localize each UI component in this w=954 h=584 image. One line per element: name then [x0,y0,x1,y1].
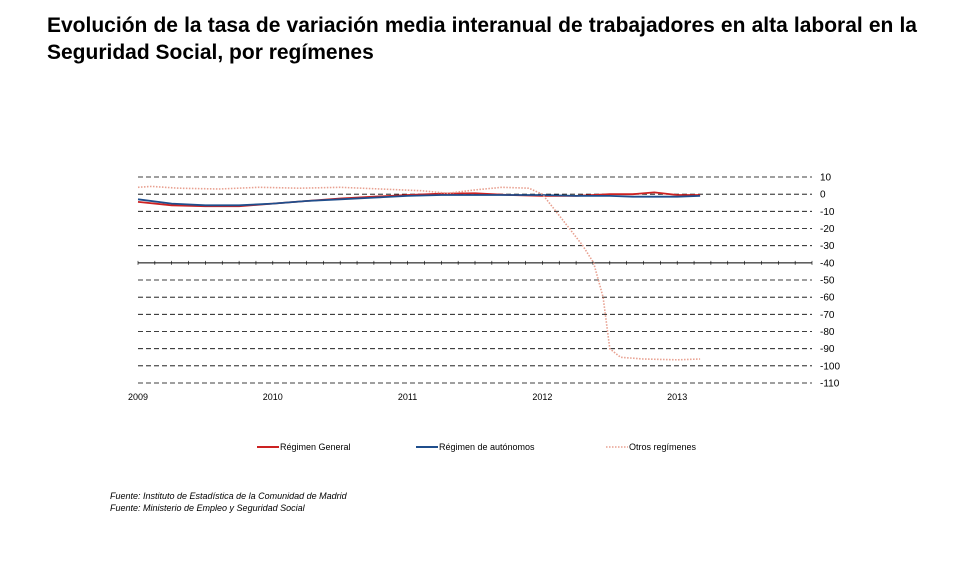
y-tick-label: -60 [820,293,835,304]
series-line-3 [137,185,701,361]
series-lines [137,185,701,361]
y-tick-label: -110 [820,379,840,390]
y-tick-label: -40 [820,258,835,269]
source-note-2: Fuente: Ministerio de Empleo y Seguridad… [110,503,305,513]
x-tick-label: 2013 [667,392,687,402]
x-tick-label: 2011 [398,392,417,402]
legend: Régimen General Régimen de autónomos Otros… [257,442,697,452]
y-tick-label: -100 [820,361,840,372]
x-tick-labels: 2009 2010 2011 2012 2013 [128,392,687,402]
y-tick-label: -70 [820,310,835,321]
source-note-1: Fuente: Instituto de Estadística de la C… [110,491,347,501]
y-tick-label: 0 [820,190,826,201]
sources: Fuente: Instituto de Estadística de la C… [110,490,347,514]
y-tick-label: -90 [820,344,835,355]
y-tick-label: -20 [820,224,835,235]
x-tick-label: 2009 [128,392,148,402]
y-tick-label: 10 [820,173,832,184]
y-tick-label: -80 [820,327,835,338]
y-tick-label: -10 [820,207,835,218]
y-tick-label: -30 [820,241,835,252]
y-tick-labels: 10 0 -10 -20 -30 -40 -50 -60 -70 -80 -90 -100 -110 [820,173,840,390]
x-tick-label: 2010 [263,392,283,402]
series-line-2 [137,194,701,207]
grid-lines [137,176,813,384]
y-tick-label: -50 [820,276,835,287]
legend-label-1: Régimen General [280,442,351,452]
page-title: Evolución de la tasa de variación media … [47,14,917,64]
x-tick-label: 2012 [532,392,552,402]
legend-label-2: Régimen de autónomos [439,442,535,452]
legend-label-3: Otros regímenes [629,442,697,452]
